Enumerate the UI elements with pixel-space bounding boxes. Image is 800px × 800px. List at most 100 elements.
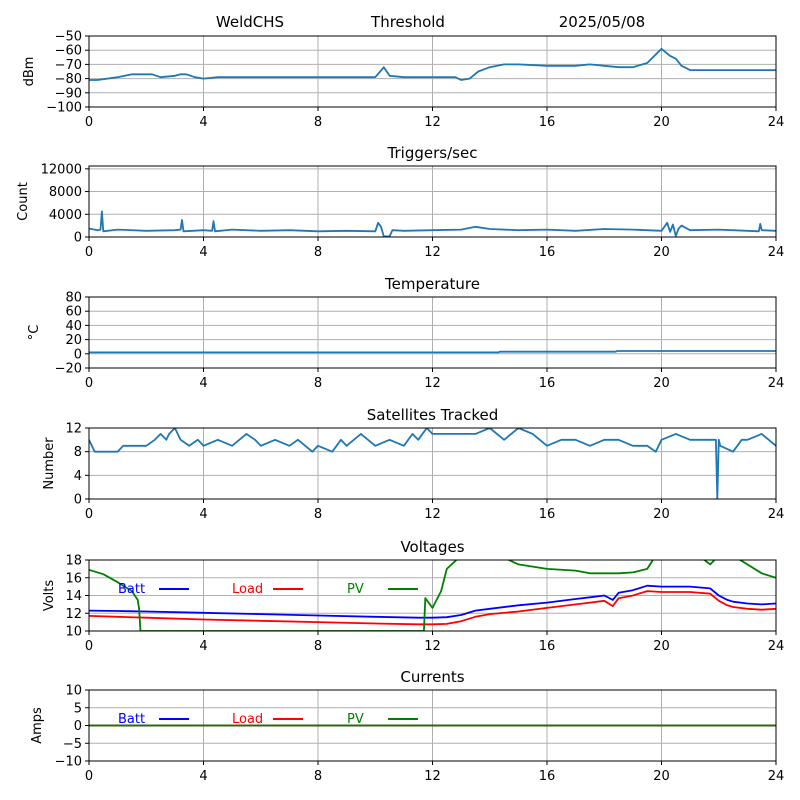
y-tick-label: −50: [55, 30, 82, 45]
x-tick-label: 0: [85, 507, 93, 522]
series-line-0: [89, 210, 776, 237]
legend-label-batt: Batt: [118, 582, 145, 597]
x-tick-label: 24: [768, 115, 785, 130]
x-tick-label: 12: [424, 769, 441, 784]
x-tick-label: 8: [314, 245, 322, 260]
y-tick-label: 12000: [41, 162, 82, 177]
y-tick-label: −10: [55, 755, 82, 770]
series-line-0: [89, 350, 776, 354]
x-tick-label: 20: [653, 376, 670, 391]
series-line-load: [89, 590, 776, 626]
x-tick-label: 8: [314, 507, 322, 522]
y-tick-label: 12: [65, 607, 82, 622]
y-axis-label: Count: [16, 182, 31, 221]
legend-label-load: Load: [232, 582, 263, 597]
x-tick-label: 24: [768, 245, 785, 260]
chart-panel-3: 0 4 8 12 16 20 24 0 4 8 12 Satellites Tracked Number: [42, 406, 784, 522]
chart-title: Satellites Tracked: [367, 406, 498, 424]
y-tick-label: −100: [46, 101, 82, 116]
header-left: WeldCHS: [216, 13, 284, 31]
x-tick-label: 4: [199, 507, 207, 522]
y-tick-label: 80: [65, 291, 82, 306]
y-tick-label: 0: [74, 719, 82, 734]
legend-label-batt: Batt: [118, 712, 145, 727]
y-tick-label: −20: [55, 362, 82, 377]
x-tick-label: 8: [314, 639, 322, 654]
y-axis-label: °C: [27, 325, 42, 341]
plot-frame: [88, 296, 777, 369]
x-tick-label: 0: [85, 115, 93, 130]
x-tick-label: 20: [653, 245, 670, 260]
x-tick-label: 16: [539, 769, 556, 784]
chart-title: Temperature: [384, 275, 480, 293]
y-tick-label: −70: [55, 58, 82, 73]
x-tick-label: 16: [539, 245, 556, 260]
x-tick-label: 4: [199, 376, 207, 391]
y-tick-label: 4: [74, 469, 82, 484]
x-tick-label: 12: [424, 376, 441, 391]
plot-frame: [88, 427, 777, 500]
legend-label-load: Load: [232, 712, 263, 727]
legend-label-pv: PV: [347, 582, 364, 597]
series-line-batt: [89, 584, 776, 619]
plot-frame: [88, 35, 777, 108]
legend-label-pv: PV: [347, 712, 364, 727]
x-tick-label: 0: [85, 639, 93, 654]
y-tick-label: 0: [74, 493, 82, 508]
x-tick-label: 24: [768, 769, 785, 784]
y-tick-label: −80: [55, 72, 82, 87]
x-tick-label: 8: [314, 769, 322, 784]
x-tick-label: 20: [653, 639, 670, 654]
y-tick-label: −5: [63, 737, 82, 752]
chart-panel-0: 0 4 8 12 16 20 24 −100−90−80−70−60−50 dBm: [22, 30, 784, 131]
x-tick-label: 8: [314, 376, 322, 391]
x-tick-label: 24: [768, 507, 785, 522]
x-tick-label: 4: [199, 245, 207, 260]
y-axis-label: dBm: [22, 57, 37, 87]
series-line-0: [89, 428, 776, 499]
x-tick-label: 16: [539, 507, 556, 522]
x-tick-label: 24: [768, 639, 785, 654]
x-tick-label: 16: [539, 639, 556, 654]
y-tick-label: 16: [65, 571, 82, 586]
x-tick-label: 20: [653, 115, 670, 130]
y-tick-label: 14: [65, 589, 82, 604]
header-right: 2025/05/08: [559, 13, 645, 31]
chart-title: Triggers/sec: [387, 144, 478, 162]
chart-panel-1: 0 4 8 12 16 20 24 0 4000 8000 12000 Triggers/sec Cou…: [16, 144, 784, 260]
y-tick-label: 40: [65, 319, 82, 334]
y-axis-label: Number: [42, 437, 57, 490]
x-tick-label: 0: [85, 769, 93, 784]
y-axis-label: Volts: [42, 580, 57, 612]
x-tick-label: 0: [85, 376, 93, 391]
y-tick-label: 8000: [49, 185, 82, 200]
header-middle: Threshold: [370, 13, 445, 31]
x-tick-label: 20: [653, 507, 670, 522]
x-tick-label: 20: [653, 769, 670, 784]
x-tick-label: 8: [314, 115, 322, 130]
series-line-0: [89, 47, 776, 81]
y-axis-label: Amps: [30, 707, 45, 744]
x-tick-label: 4: [199, 769, 207, 784]
y-tick-label: 60: [65, 305, 82, 320]
x-tick-label: 4: [199, 639, 207, 654]
y-tick-label: −60: [55, 44, 82, 59]
y-tick-label: 5: [74, 701, 82, 716]
plot-frame: [88, 689, 777, 762]
y-tick-label: 10: [65, 625, 82, 640]
chart-panel-4: 0 4 8 12 16 20 24 10 12 14 16 18 Voltages Volts Batt Lo…: [42, 538, 784, 654]
plot-frame: [88, 559, 777, 632]
y-tick-label: 4000: [49, 208, 82, 223]
x-tick-label: 12: [424, 245, 441, 260]
y-tick-label: 12: [65, 422, 82, 437]
x-tick-label: 12: [424, 507, 441, 522]
x-tick-label: 12: [424, 639, 441, 654]
x-tick-label: 12: [424, 115, 441, 130]
y-tick-label: 8: [74, 445, 82, 460]
plot-frame: [88, 165, 777, 238]
chart-panel-5: 0 4 8 12 16 20 24 −10 −5 0 5 10 Currents Amps Batt Load…: [30, 668, 784, 784]
y-tick-label: −90: [55, 86, 82, 101]
